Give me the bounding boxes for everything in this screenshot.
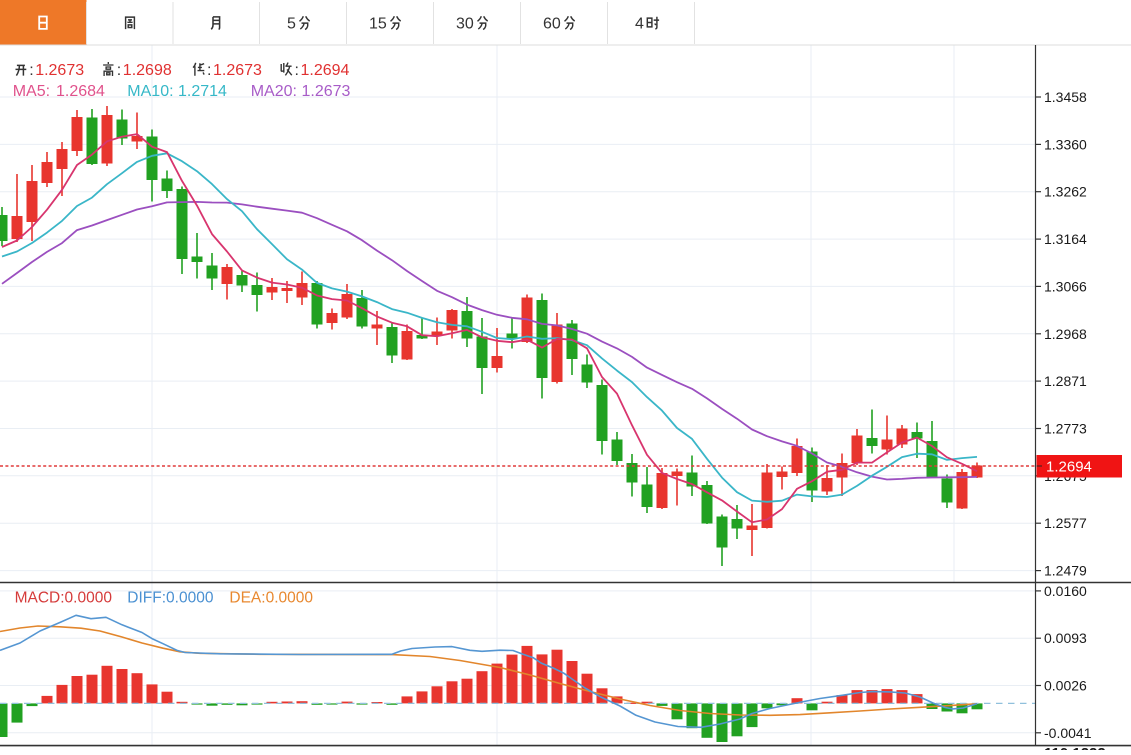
svg-text::: : bbox=[117, 62, 121, 79]
svg-text:MA20: 1.2673: MA20: 1.2673 bbox=[251, 83, 351, 100]
svg-text::: : bbox=[207, 62, 211, 79]
svg-text:1.3458: 1.3458 bbox=[1044, 89, 1087, 105]
svg-text:1.2871: 1.2871 bbox=[1044, 373, 1087, 389]
svg-text:4: 4 bbox=[635, 16, 644, 33]
svg-text:MA5: 1.2684: MA5: 1.2684 bbox=[13, 83, 105, 100]
svg-text:1.3066: 1.3066 bbox=[1044, 278, 1087, 294]
svg-text::: : bbox=[29, 62, 33, 79]
svg-text:-0.0041: -0.0041 bbox=[1044, 725, 1092, 741]
svg-text:1.2479: 1.2479 bbox=[1044, 563, 1087, 579]
svg-text:1.2694: 1.2694 bbox=[1046, 459, 1092, 476]
svg-text:30: 30 bbox=[456, 16, 474, 33]
svg-text:MACD:0.0000: MACD:0.0000 bbox=[15, 590, 113, 607]
svg-text:0.0160: 0.0160 bbox=[1044, 583, 1087, 599]
svg-text:1.2673: 1.2673 bbox=[35, 62, 84, 79]
svg-text:1.3262: 1.3262 bbox=[1044, 184, 1087, 200]
svg-text:DIFF:0.0000: DIFF:0.0000 bbox=[127, 590, 214, 607]
svg-text:110.1222: 110.1222 bbox=[1044, 745, 1106, 750]
svg-text::: : bbox=[295, 62, 299, 79]
svg-text:1.2773: 1.2773 bbox=[1044, 421, 1087, 437]
svg-text:15: 15 bbox=[369, 16, 387, 33]
svg-text:DEA:0.0000: DEA:0.0000 bbox=[229, 590, 313, 607]
svg-text:1.2968: 1.2968 bbox=[1044, 326, 1087, 342]
svg-text:1.2673: 1.2673 bbox=[213, 62, 262, 79]
svg-text:MA10: 1.2714: MA10: 1.2714 bbox=[127, 83, 227, 100]
svg-text:1.3360: 1.3360 bbox=[1044, 136, 1087, 152]
svg-text:5: 5 bbox=[287, 16, 296, 33]
svg-text:1.2698: 1.2698 bbox=[123, 62, 172, 79]
svg-text:60: 60 bbox=[543, 16, 561, 33]
svg-text:1.3164: 1.3164 bbox=[1044, 231, 1087, 247]
svg-text:0.0093: 0.0093 bbox=[1044, 630, 1087, 646]
svg-text:1.2577: 1.2577 bbox=[1044, 515, 1087, 531]
svg-text:0.0026: 0.0026 bbox=[1044, 678, 1087, 694]
svg-text:1.2694: 1.2694 bbox=[301, 62, 350, 79]
